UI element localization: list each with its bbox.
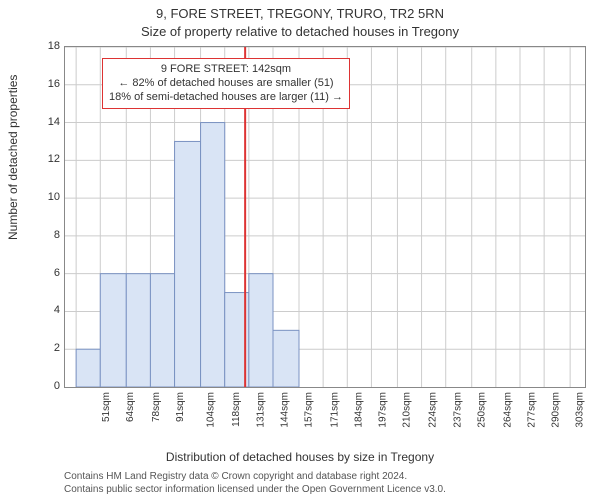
- x-tick-label: 118sqm: [230, 392, 241, 427]
- x-tick-label: 237sqm: [452, 392, 463, 428]
- histogram-bar: [126, 274, 150, 387]
- x-tick-label: 144sqm: [279, 392, 290, 428]
- credit-text: Contains HM Land Registry data © Crown c…: [64, 471, 590, 496]
- y-tick-label: 16: [36, 78, 60, 90]
- x-tick-label: 224sqm: [428, 392, 439, 428]
- chart-title-line2: Size of property relative to detached ho…: [0, 24, 600, 39]
- histogram-bar: [100, 274, 126, 387]
- x-tick-label: 104sqm: [205, 392, 216, 428]
- y-tick-label: 18: [36, 40, 60, 52]
- y-tick-label: 8: [36, 229, 60, 241]
- y-tick-label: 4: [36, 304, 60, 316]
- x-tick-label: 157sqm: [304, 392, 315, 428]
- x-axis-label: Distribution of detached houses by size …: [0, 450, 600, 464]
- x-tick-label: 184sqm: [354, 392, 365, 428]
- y-axis-label: Number of detached properties: [6, 75, 20, 240]
- histogram-bar: [76, 349, 100, 387]
- credit-line1: Contains HM Land Registry data © Crown c…: [64, 471, 590, 484]
- y-tick-label: 10: [36, 191, 60, 203]
- x-tick-label: 91sqm: [175, 392, 186, 422]
- x-tick-label: 197sqm: [378, 392, 389, 428]
- x-tick-label: 303sqm: [575, 392, 586, 428]
- x-tick-label: 210sqm: [402, 392, 413, 428]
- histogram-bar: [273, 330, 299, 387]
- histogram-bar: [150, 274, 174, 387]
- x-tick-label: 277sqm: [526, 392, 537, 428]
- chart-container: { "title_line1": "9, FORE STREET, TREGON…: [0, 0, 600, 500]
- x-tick-label: 264sqm: [502, 392, 513, 428]
- annotation-line1: 9 FORE STREET: 142sqm: [109, 63, 343, 77]
- credit-line2: Contains public sector information licen…: [64, 484, 590, 497]
- annotation-line3: 18% of semi-detached houses are larger (…: [109, 91, 343, 105]
- x-tick-label: 51sqm: [101, 392, 112, 422]
- y-tick-label: 14: [36, 116, 60, 128]
- histogram-bar: [249, 274, 273, 387]
- x-tick-label: 78sqm: [151, 392, 162, 422]
- x-tick-label: 171sqm: [330, 392, 341, 428]
- y-tick-label: 2: [36, 342, 60, 354]
- y-tick-label: 6: [36, 267, 60, 279]
- y-tick-label: 0: [36, 380, 60, 392]
- x-tick-label: 131sqm: [255, 392, 266, 428]
- histogram-bar: [175, 141, 201, 387]
- chart-title-line1: 9, FORE STREET, TREGONY, TRURO, TR2 5RN: [0, 6, 600, 21]
- y-tick-label: 12: [36, 153, 60, 165]
- histogram-bar: [201, 123, 225, 387]
- x-tick-label: 250sqm: [476, 392, 487, 428]
- annotation-line2: ← 82% of detached houses are smaller (51…: [109, 77, 343, 91]
- annotation-box: 9 FORE STREET: 142sqm ← 82% of detached …: [102, 58, 350, 109]
- x-tick-label: 290sqm: [551, 392, 562, 428]
- x-tick-label: 64sqm: [125, 392, 136, 422]
